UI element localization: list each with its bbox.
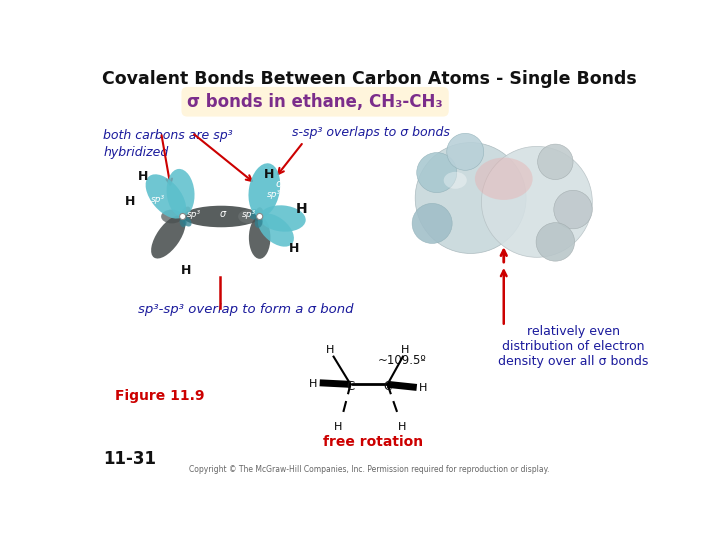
Text: H: H — [289, 242, 300, 255]
Text: sp³: sp³ — [266, 191, 281, 199]
Circle shape — [536, 222, 575, 261]
Ellipse shape — [238, 210, 260, 224]
Text: H: H — [326, 346, 335, 355]
Ellipse shape — [161, 210, 183, 224]
Text: σ: σ — [276, 179, 282, 189]
Text: H: H — [181, 264, 192, 277]
Text: both carbons are sp³
hybridized: both carbons are sp³ hybridized — [104, 129, 233, 159]
Text: free rotation: free rotation — [323, 435, 423, 449]
Ellipse shape — [258, 213, 294, 247]
Text: H: H — [398, 422, 406, 431]
Circle shape — [554, 190, 593, 229]
Text: σ bonds in ethane, CH₃-CH₃: σ bonds in ethane, CH₃-CH₃ — [187, 93, 443, 111]
Circle shape — [417, 153, 456, 193]
Text: H: H — [310, 379, 318, 389]
Text: ~109.5º: ~109.5º — [378, 354, 427, 367]
Circle shape — [447, 133, 484, 170]
Text: s-sp³ overlaps to σ bonds: s-sp³ overlaps to σ bonds — [292, 126, 450, 139]
Circle shape — [412, 204, 452, 244]
Text: C: C — [346, 380, 355, 393]
Text: H: H — [334, 422, 343, 431]
Circle shape — [415, 143, 526, 253]
Text: sp³: sp³ — [242, 211, 256, 219]
Ellipse shape — [251, 209, 260, 218]
Ellipse shape — [181, 206, 191, 217]
Text: H: H — [419, 383, 427, 393]
Ellipse shape — [249, 217, 271, 259]
Text: Covalent Bonds Between Carbon Atoms - Single Bonds: Covalent Bonds Between Carbon Atoms - Si… — [102, 70, 636, 87]
Ellipse shape — [166, 169, 194, 217]
Circle shape — [538, 144, 573, 179]
Ellipse shape — [181, 216, 192, 227]
Text: sp³: sp³ — [186, 211, 201, 219]
Ellipse shape — [145, 174, 186, 219]
Text: sp³-sp³ overlap to form a σ bond: sp³-sp³ overlap to form a σ bond — [138, 303, 354, 316]
Text: C: C — [383, 380, 392, 393]
Ellipse shape — [151, 215, 186, 259]
Circle shape — [179, 213, 186, 220]
Text: H: H — [125, 194, 135, 207]
Ellipse shape — [475, 158, 533, 200]
Circle shape — [256, 213, 263, 220]
Ellipse shape — [249, 213, 260, 219]
Ellipse shape — [248, 163, 280, 217]
Text: Figure 11.9: Figure 11.9 — [115, 389, 204, 403]
Text: H: H — [264, 167, 274, 181]
Text: 11-31: 11-31 — [104, 450, 156, 468]
Text: σ: σ — [220, 209, 226, 219]
Text: H: H — [138, 170, 148, 183]
Ellipse shape — [183, 206, 260, 227]
Text: H: H — [401, 346, 410, 355]
Ellipse shape — [260, 205, 306, 232]
Ellipse shape — [444, 172, 467, 189]
Ellipse shape — [180, 217, 186, 227]
Text: Copyright © The McGraw-Hill Companies, Inc. Permission required for reproduction: Copyright © The McGraw-Hill Companies, I… — [189, 464, 549, 474]
Text: relatively even
distribution of electron
density over all σ bonds: relatively even distribution of electron… — [498, 325, 648, 368]
Ellipse shape — [256, 207, 263, 217]
Text: sp³: sp³ — [181, 239, 196, 248]
Text: H: H — [296, 202, 308, 216]
Circle shape — [482, 146, 593, 257]
Ellipse shape — [255, 217, 263, 228]
Text: sp³: sp³ — [151, 195, 165, 204]
